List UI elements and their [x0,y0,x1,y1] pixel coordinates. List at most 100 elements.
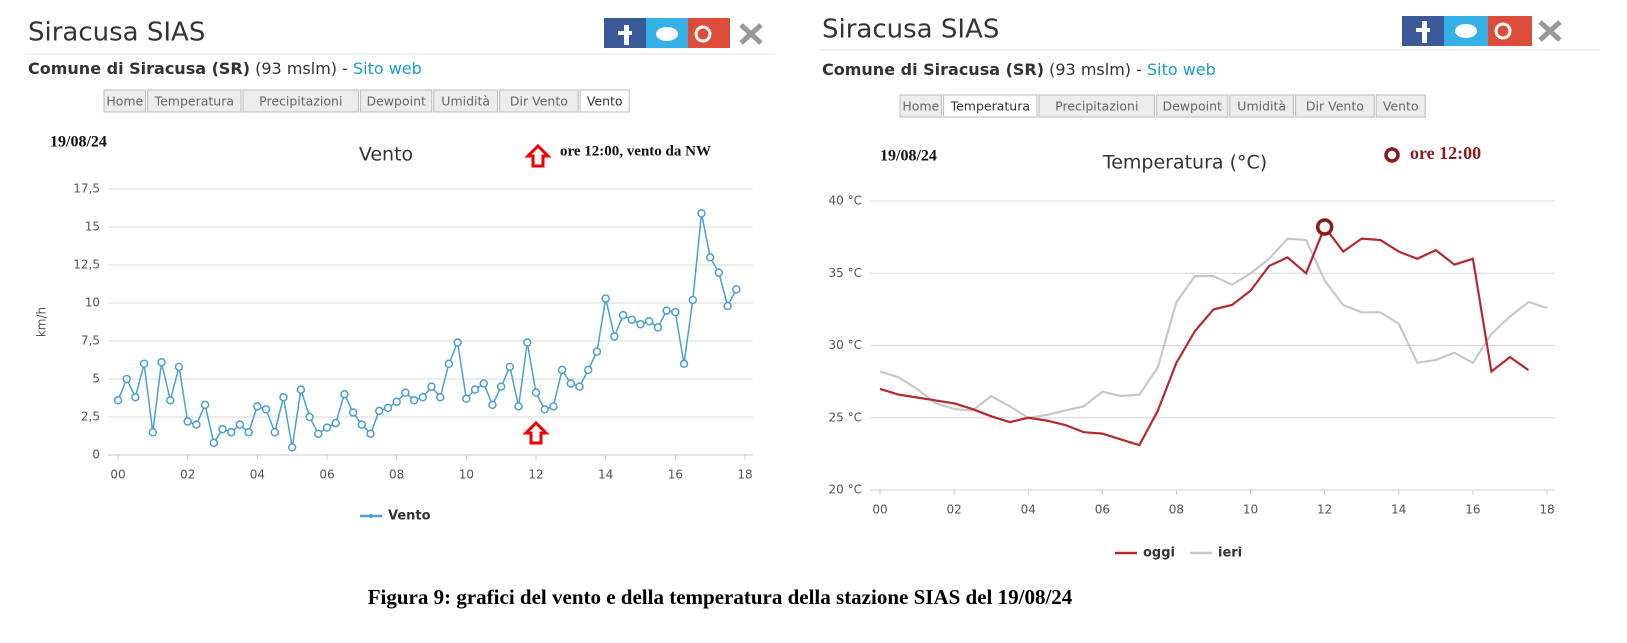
tab-label[interactable]: Umidità [441,94,490,109]
tab[interactable] [1375,94,1426,118]
tab-label[interactable]: Dir Vento [1306,99,1364,114]
y-tick-label: 17,5 [73,182,100,196]
x-tick-label: 18 [1539,503,1554,517]
data-point [348,408,358,417]
legend-marker [369,514,373,518]
tab[interactable] [1156,94,1229,118]
tab-label[interactable]: Precipitazioni [259,94,342,109]
highlight-arrow [522,420,550,445]
data-point [679,359,689,369]
data-point [174,362,184,372]
x-tick-label: 00 [872,503,887,517]
caption: Figura 9: grafici del vento e della temp… [368,585,1073,609]
x-tick-label: 02 [946,503,961,517]
data-point [139,359,149,369]
data-point [270,427,279,437]
data-point [514,402,523,411]
tab-label[interactable]: Home [106,94,143,109]
data-point [226,427,236,437]
x-tick-label: 04 [250,468,265,482]
chart-date: 19/08/24 [50,134,107,151]
data-point [305,412,314,422]
tab[interactable] [1229,94,1295,118]
tab[interactable] [360,89,433,113]
x-tick-label: 02 [180,468,195,482]
data-point [157,358,166,367]
tab[interactable] [242,89,360,113]
legend-label[interactable]: oggi [1143,546,1175,561]
data-point [479,379,488,388]
legend-label[interactable]: ieri [1218,546,1242,561]
data-point [671,307,680,317]
data-point [453,338,462,347]
data-point [488,400,497,410]
x-tick-label: 12 [1317,503,1332,517]
data-point [610,332,619,341]
data-point [183,417,192,426]
data-point [261,405,271,414]
series-line [879,237,1548,419]
x-tick-label: 18 [737,468,752,482]
data-point [131,392,140,402]
data-point [296,385,306,394]
legend-label[interactable]: Vento [388,509,431,524]
data-point [549,402,558,411]
tab-label[interactable]: Home [902,99,939,114]
y-tick-label: 7,5 [81,334,100,348]
data-point [314,429,323,438]
annotation-marker [1384,147,1400,163]
y-tick-label: 25 °C [829,410,862,424]
data-point [279,392,288,402]
data-point [601,294,610,303]
y-tick-label: 15 [85,220,100,234]
data-point [392,397,401,407]
tab-label[interactable]: Vento [1383,99,1419,114]
tab[interactable] [103,89,147,113]
data-point [418,392,428,402]
tab[interactable] [943,94,1038,118]
tab[interactable] [579,89,630,113]
tab-label[interactable]: Dir Vento [510,94,568,109]
data-point [200,400,210,410]
tab[interactable] [147,89,242,113]
data-point [375,406,384,416]
tab-label[interactable]: Vento [587,94,623,109]
tab-label[interactable]: Temperatura [154,94,234,109]
x-tick-label: 12 [528,468,543,482]
highlight-arrow [524,143,552,168]
data-point [209,438,219,448]
data-point [697,209,706,218]
tab[interactable] [1295,94,1375,118]
data-point [235,420,245,429]
tab[interactable] [899,94,943,118]
x-tick-label: 04 [1021,503,1036,517]
place: Comune di Siracusa (SR) [28,59,250,78]
data-point [505,362,515,372]
tab-label[interactable]: Dewpoint [1162,99,1222,114]
data-point [496,382,506,391]
data-point [644,316,654,326]
annotation: ore 12:00 [1410,143,1481,163]
y-tick-label: 20 °C [829,483,862,497]
site-link[interactable]: Sito web [353,59,422,78]
data-point [636,320,645,329]
chart-title: Temperatura (°C) [1102,152,1267,174]
data-point [366,429,375,438]
data-point [244,427,253,437]
tab-label[interactable]: Precipitazioni [1055,99,1138,114]
tab-label[interactable]: Umidità [1237,99,1286,114]
data-point [383,403,393,413]
y-tick-label: 35 °C [829,266,862,280]
tab-label[interactable]: Temperatura [950,99,1030,114]
x-tick-label: 16 [668,468,683,482]
y-tick-label: 10 [85,296,100,310]
station-info: Comune di Siracusa (SR) (93 mslm) - Sito… [28,59,422,78]
data-point [566,379,576,388]
data-point [653,323,663,332]
tab[interactable] [1038,94,1156,118]
tab[interactable] [499,89,579,113]
site-link[interactable]: Sito web [1147,60,1216,79]
data-point [427,382,436,391]
tab-label[interactable]: Dewpoint [366,94,426,109]
tab[interactable] [433,89,499,113]
